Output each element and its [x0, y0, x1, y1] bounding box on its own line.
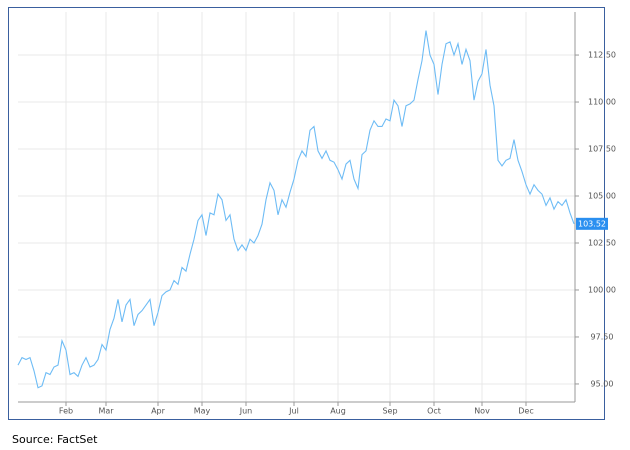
y-tick-label: 102.50 [588, 238, 616, 247]
y-tick-label: 112.50 [588, 51, 616, 60]
x-tick-label: Jun [239, 407, 253, 416]
x-tick-label: Sep [382, 407, 397, 416]
y-tick-label: 107.50 [588, 145, 616, 154]
x-tick-label: Jul [288, 407, 299, 416]
frame [8, 7, 605, 420]
x-tick-label: Aug [330, 407, 346, 416]
x-tick-label: Dec [518, 407, 533, 416]
price-line [17, 30, 575, 389]
x-tick-label: May [194, 407, 211, 416]
chart: 95.00 97.50 100.00 102.50 105.00 107.50 110.00… [17, 12, 616, 416]
y-tick-label: 95.00 [591, 379, 614, 388]
y-tick-label: 105.00 [588, 192, 616, 201]
x-tick-label: Nov [474, 407, 490, 416]
x-tick-label: Oct [427, 407, 441, 416]
y-tick-label: 100.00 [588, 285, 616, 294]
y-tick-label: 110.00 [588, 98, 616, 107]
x-tick-label: Feb [59, 407, 73, 416]
x-tick-label: Mar [98, 407, 114, 416]
last-value-badge [576, 217, 608, 230]
last-value-label: 103.52 [578, 219, 606, 228]
source-note: Source: FactSet [12, 433, 98, 446]
x-tick-label: Apr [151, 407, 166, 416]
y-tick-label: 97.50 [591, 332, 614, 341]
